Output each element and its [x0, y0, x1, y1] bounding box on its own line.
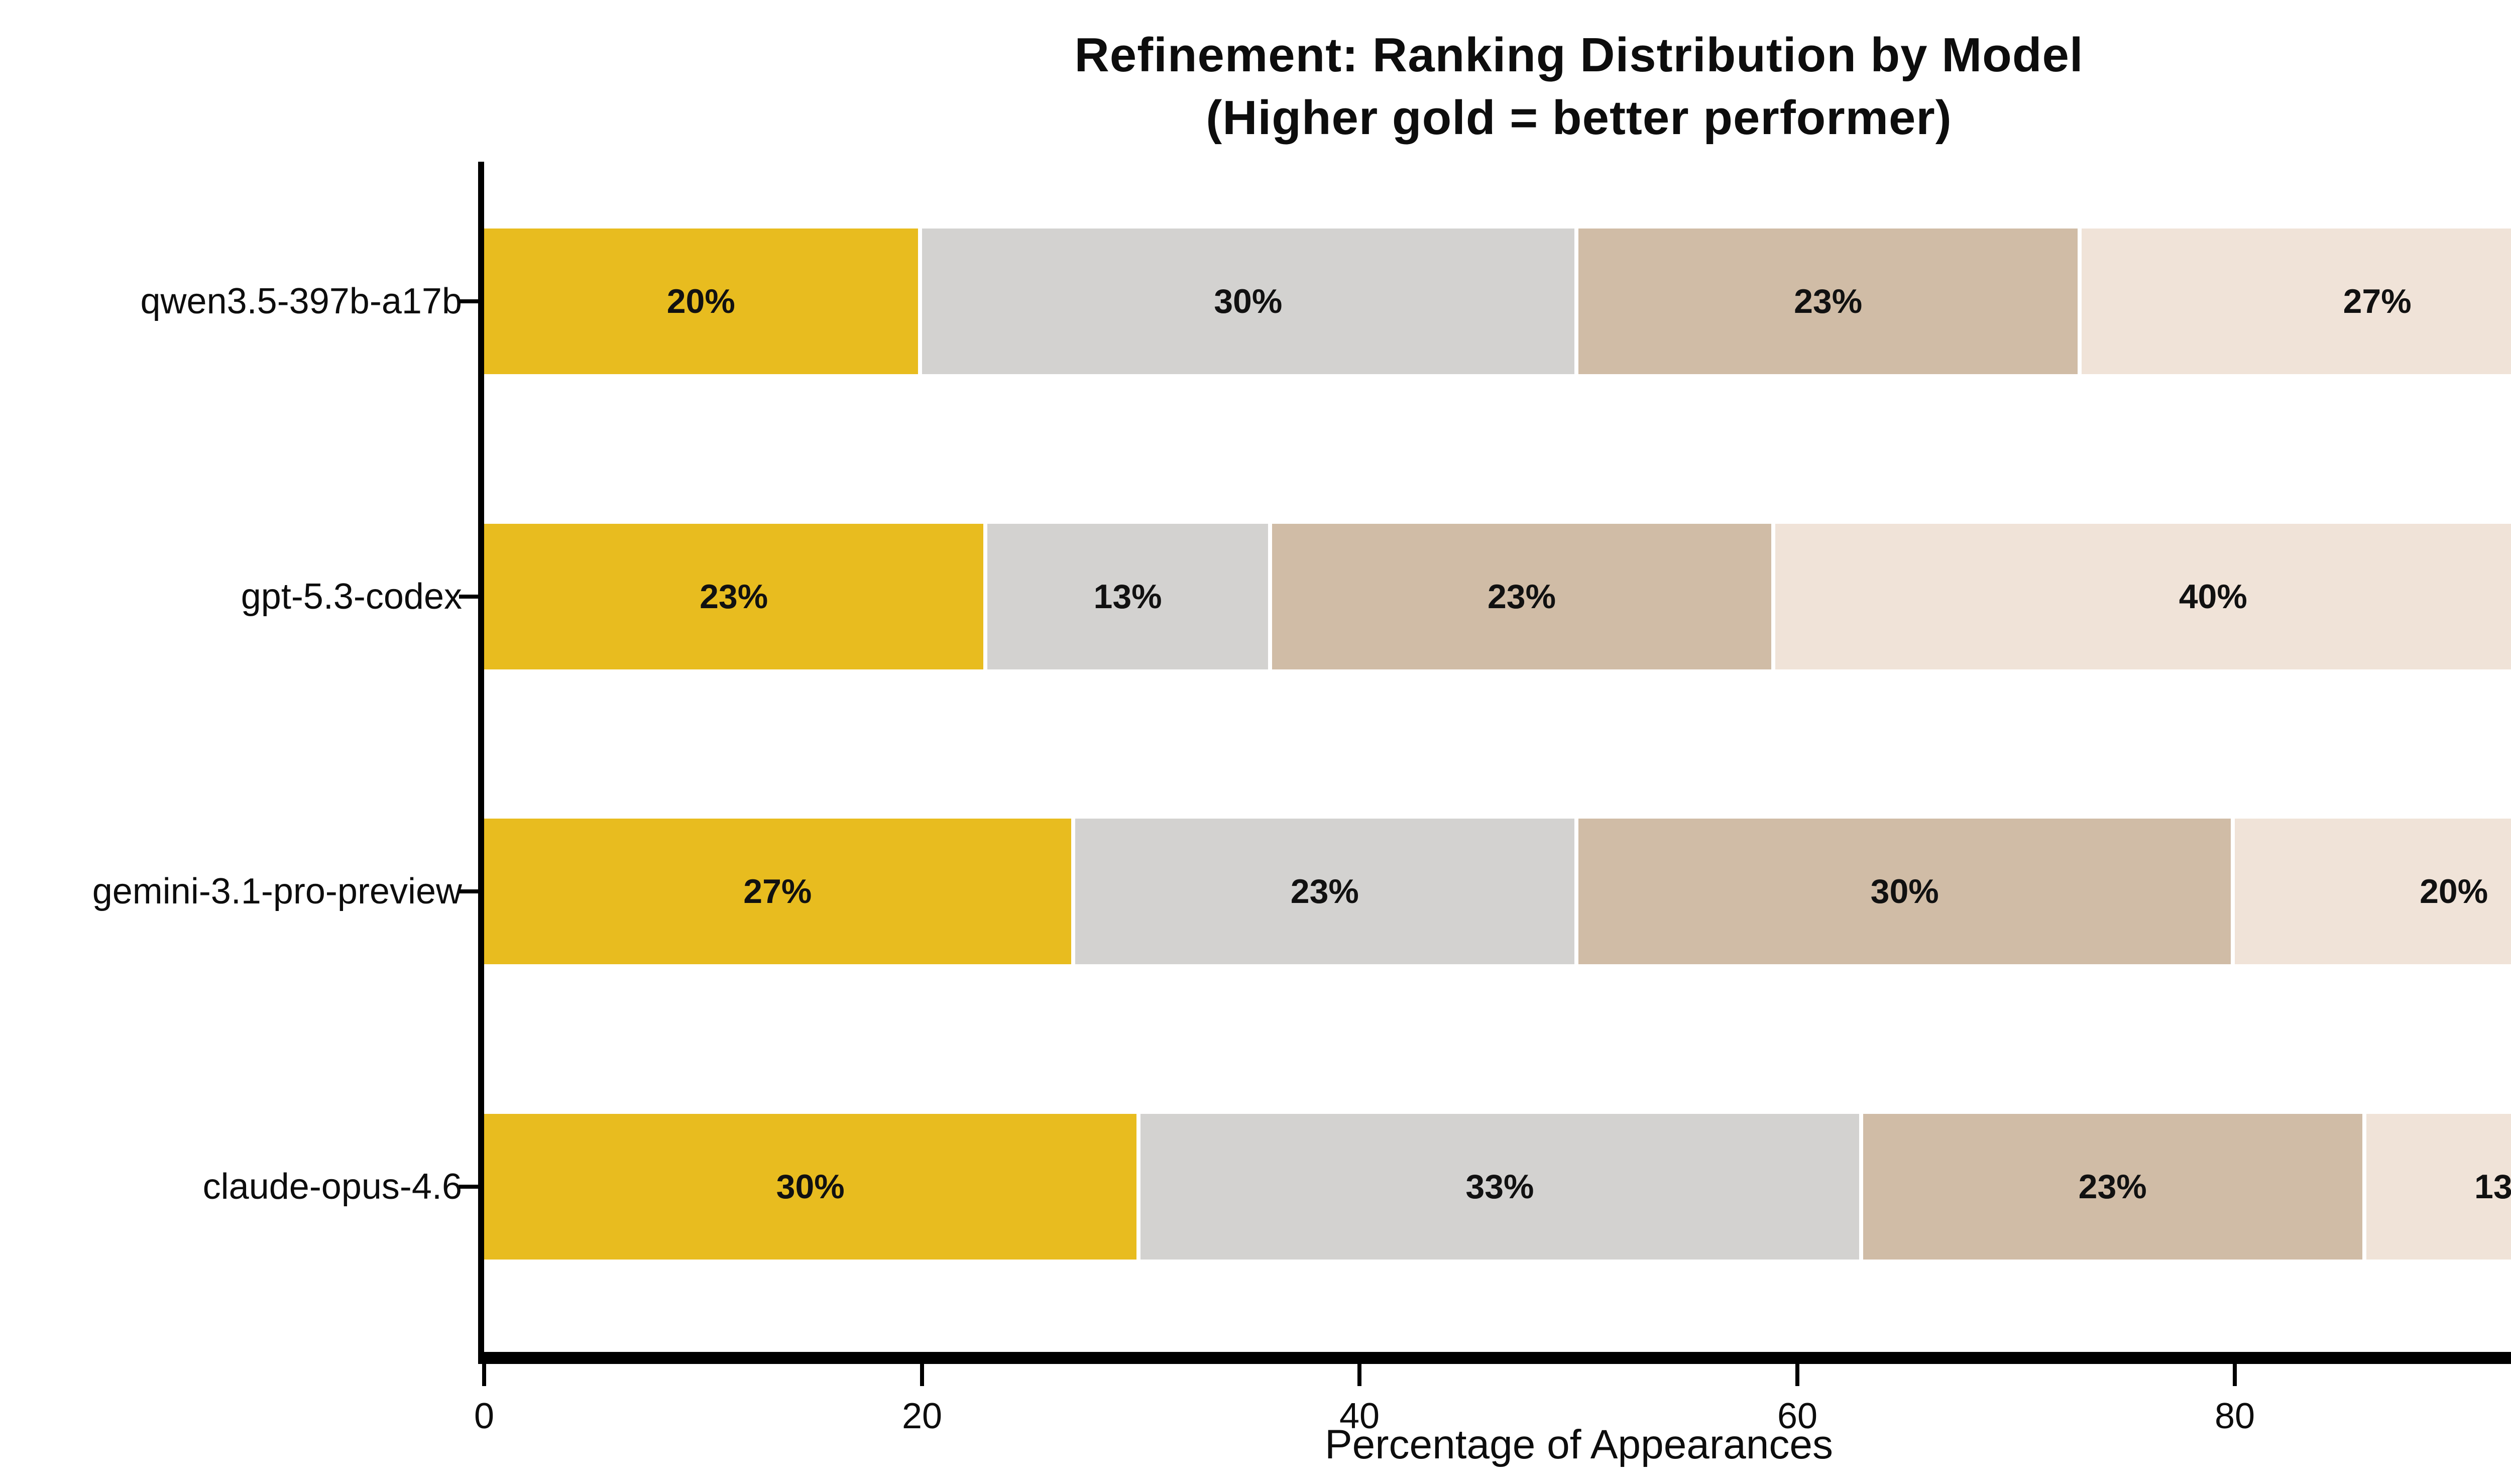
x-tick-label: 0	[474, 1396, 495, 1436]
bar-segment-1st: 20%	[484, 229, 922, 374]
y-axis-label: gpt-5.3-codex	[241, 577, 462, 617]
x-tick	[920, 1364, 924, 1386]
bar-value-label: 27%	[743, 872, 812, 910]
bar-value-label: 30%	[1214, 282, 1283, 320]
bar-value-label: 13%	[1093, 578, 1162, 616]
bar-segment-2nd: 33%	[1140, 1114, 1863, 1260]
y-tick	[459, 889, 478, 893]
y-axis-label: qwen3.5-397b-a17b	[140, 281, 462, 321]
chart-title: Refinement: Ranking Distribution by Mode…	[1074, 28, 2084, 82]
x-tick	[2233, 1364, 2237, 1386]
x-tick	[1357, 1364, 1361, 1386]
x-tick-label: 60	[1777, 1396, 1818, 1436]
bar-value-label: 23%	[1794, 282, 1863, 320]
x-tick-label: 80	[2214, 1396, 2255, 1436]
x-axis-title: Percentage of Appearances	[1324, 1422, 1834, 1467]
bar-row: 27% 23% 30% 20%	[484, 819, 2511, 964]
x-tick	[1795, 1364, 1799, 1386]
y-tick	[459, 299, 478, 303]
bar-segment-2nd: 30%	[922, 229, 1578, 374]
bar-value-label: 13%	[2474, 1168, 2511, 1206]
bar-value-label: 40%	[2179, 578, 2247, 616]
bar-value-label: 23%	[700, 578, 768, 616]
bar-segment-4th: 27%	[2082, 229, 2511, 374]
x-tick-label: 40	[1339, 1396, 1380, 1436]
x-tick	[482, 1364, 486, 1386]
y-axis-label: gemini-3.1-pro-preview	[92, 871, 462, 911]
plot-area: 20% 30% 23% 27% 23% 13% 23% 40% 27% 23% 30% 20% 30% 3…	[478, 162, 2511, 1364]
x-tick-label: 20	[901, 1396, 943, 1436]
bar-segment-1st: 23%	[484, 524, 988, 669]
chart-title-block: Refinement: Ranking Distribution by Mode…	[484, 24, 2511, 150]
bar-value-label: 23%	[1290, 872, 1359, 910]
bar-segment-1st: 27%	[484, 819, 1075, 964]
bar-segment-4th: 40%	[1775, 524, 2511, 669]
bar-segment-3rd: 23%	[1863, 1114, 2366, 1260]
bar-value-label: 23%	[2078, 1168, 2147, 1206]
bar-value-label: 33%	[1465, 1168, 1534, 1206]
bar-segment-3rd: 30%	[1578, 819, 2235, 964]
bar-row: 23% 13% 23% 40%	[484, 524, 2511, 669]
bar-segment-3rd: 23%	[1272, 524, 1776, 669]
bar-segment-1st: 30%	[484, 1114, 1141, 1260]
bar-segment-4th: 13%	[2366, 1114, 2511, 1260]
bar-segment-2nd: 13%	[987, 524, 1272, 669]
y-tick	[459, 1185, 478, 1189]
y-tick	[459, 595, 478, 599]
bar-value-label: 20%	[666, 282, 735, 320]
bar-value-label: 27%	[2343, 282, 2412, 320]
bar-value-label: 23%	[1487, 578, 1556, 616]
y-axis-label: claude-opus-4.6	[202, 1167, 462, 1207]
bar-segment-4th: 20%	[2235, 819, 2511, 964]
bar-value-label: 20%	[2420, 872, 2488, 910]
bar-row: 20% 30% 23% 27%	[484, 229, 2511, 374]
chart-subtitle: (Higher gold = better performer)	[1206, 90, 1952, 145]
bar-value-label: 30%	[1870, 872, 1939, 910]
bar-segment-3rd: 23%	[1578, 229, 2082, 374]
bar-row: 30% 33% 23% 13%	[484, 1114, 2511, 1260]
bar-value-label: 30%	[776, 1168, 845, 1206]
bar-segment-2nd: 23%	[1075, 819, 1578, 964]
